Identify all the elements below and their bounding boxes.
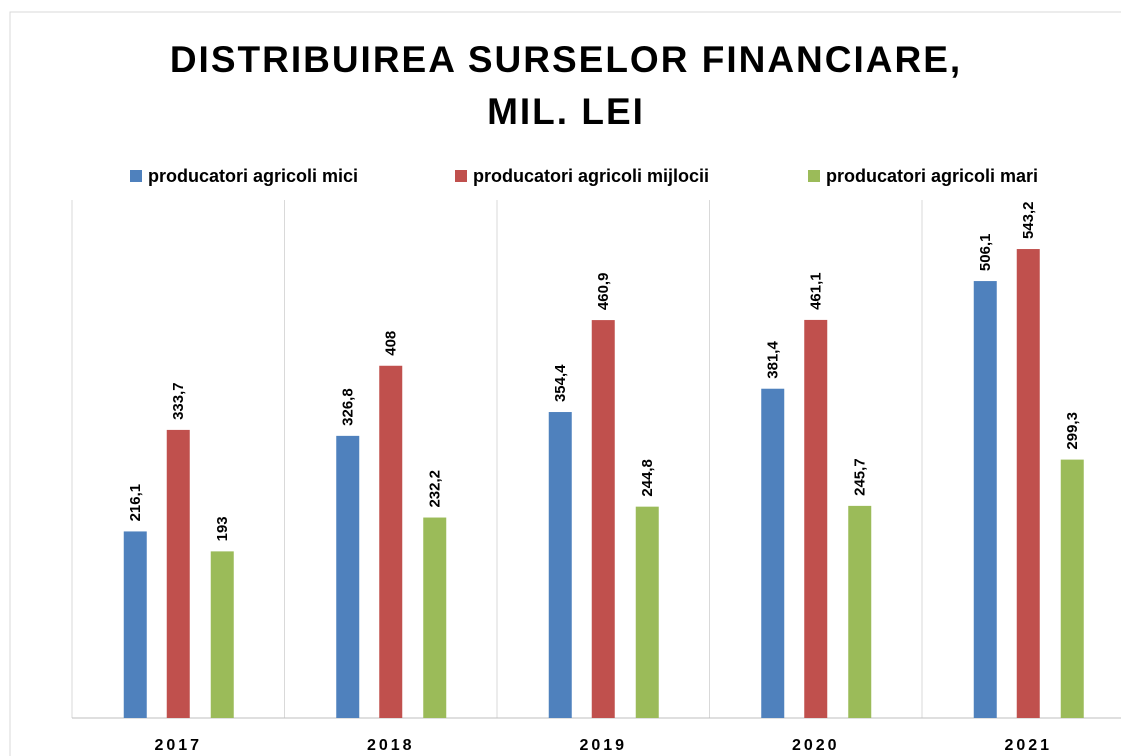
- bar: [423, 517, 447, 718]
- data-label: 408: [383, 331, 400, 356]
- data-label: 244,8: [639, 459, 656, 497]
- x-tick-label: 2020: [792, 737, 840, 754]
- bar: [761, 388, 785, 718]
- bar: [635, 506, 659, 718]
- legend-swatch: [808, 170, 820, 182]
- bar: [123, 531, 147, 718]
- legend-label: producatori agricoli mici: [148, 166, 358, 186]
- bar: [804, 319, 828, 718]
- bar: [210, 551, 234, 718]
- data-label: 299,3: [1064, 412, 1081, 450]
- bar: [1060, 459, 1084, 718]
- bar: [548, 412, 572, 718]
- data-label: 232,2: [427, 470, 444, 508]
- data-label: 460,9: [595, 273, 612, 311]
- data-label: 193: [214, 516, 231, 541]
- bar: [1016, 249, 1040, 718]
- legend-label: producatori agricoli mari: [826, 166, 1038, 186]
- bar: [379, 365, 403, 718]
- legend-label: producatori agricoli mijlocii: [473, 166, 709, 186]
- x-tick-label: 2019: [579, 737, 627, 754]
- data-label: 216,1: [127, 484, 144, 522]
- data-label: 245,7: [852, 458, 869, 496]
- legend-swatch: [130, 170, 142, 182]
- x-tick-label: 2018: [367, 737, 415, 754]
- bar: [591, 320, 615, 718]
- x-tick-label: 2021: [1004, 737, 1052, 754]
- chart-title: DISTRIBUIREA SURSELOR FINANCIARE,: [170, 39, 962, 80]
- bar: [336, 435, 360, 718]
- legend-swatch: [455, 170, 467, 182]
- chart-frame: [9, 11, 1121, 756]
- data-label: 333,7: [170, 382, 187, 420]
- data-label: 543,2: [1020, 201, 1037, 239]
- data-label: 461,1: [808, 272, 825, 310]
- data-label: 506,1: [977, 234, 994, 272]
- bar: [848, 505, 872, 718]
- x-tick-label: 2017: [154, 737, 202, 754]
- bar: [166, 429, 190, 718]
- bar: [973, 281, 997, 718]
- chart-title: MIL. LEI: [487, 91, 645, 132]
- data-label: 381,4: [765, 341, 782, 379]
- data-label: 326,8: [340, 388, 357, 426]
- data-label: 354,4: [552, 364, 569, 402]
